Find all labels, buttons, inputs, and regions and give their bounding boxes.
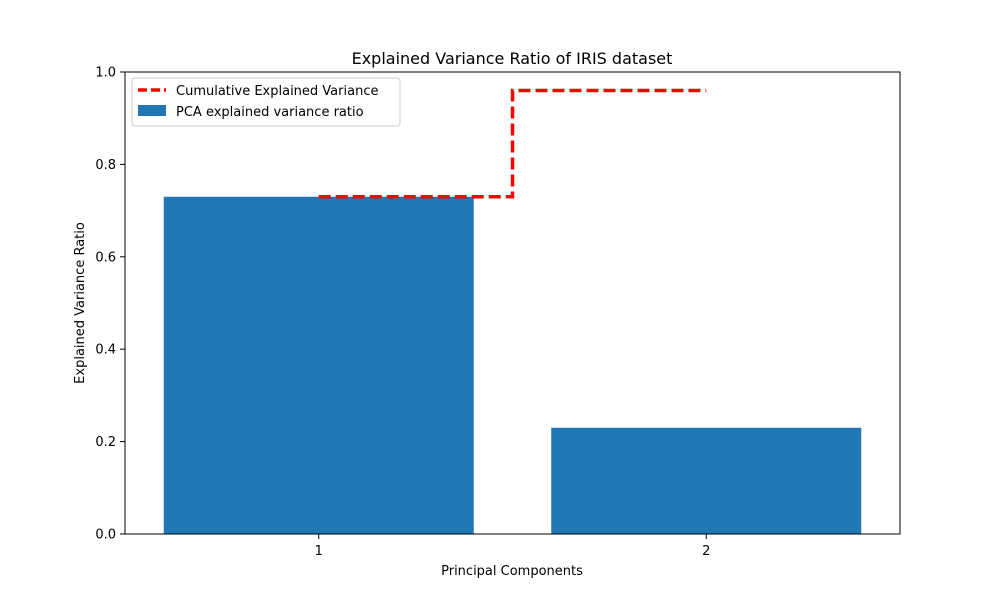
chart-title: Explained Variance Ratio of IRIS dataset <box>352 49 673 68</box>
plot-frame <box>124 71 901 535</box>
cumulative-step-line <box>318 88 707 199</box>
y-tick-label: 1.0 <box>95 66 116 81</box>
y-tick-label: 0.2 <box>95 435 116 450</box>
x-tick-label: 1 <box>315 544 323 559</box>
bar-component-2 <box>551 427 862 534</box>
y-axis-label: Explained Variance Ratio <box>73 222 88 384</box>
cumulative-step-line-group <box>318 88 707 199</box>
legend-box <box>131 77 401 127</box>
y-tick-label: 0.6 <box>95 250 116 265</box>
x-axis-label: Principal Components <box>441 564 583 579</box>
y-tick-label: 0.8 <box>95 158 116 173</box>
bar-component-1 <box>163 196 474 535</box>
y-axis-ticks: 0.0 0.2 0.4 0.6 0.8 1.0 <box>95 66 125 543</box>
x-tick-label: 2 <box>702 544 710 559</box>
bars-group <box>163 196 862 535</box>
legend-bar-swatch <box>138 105 166 116</box>
legend: Cumulative Explained Variance PCA explai… <box>131 77 401 127</box>
y-tick-label: 0.0 <box>95 528 116 543</box>
legend-label-cumulative: Cumulative Explained Variance <box>176 84 378 99</box>
legend-label-pca: PCA explained variance ratio <box>176 105 364 120</box>
y-tick-label: 0.4 <box>95 343 116 358</box>
